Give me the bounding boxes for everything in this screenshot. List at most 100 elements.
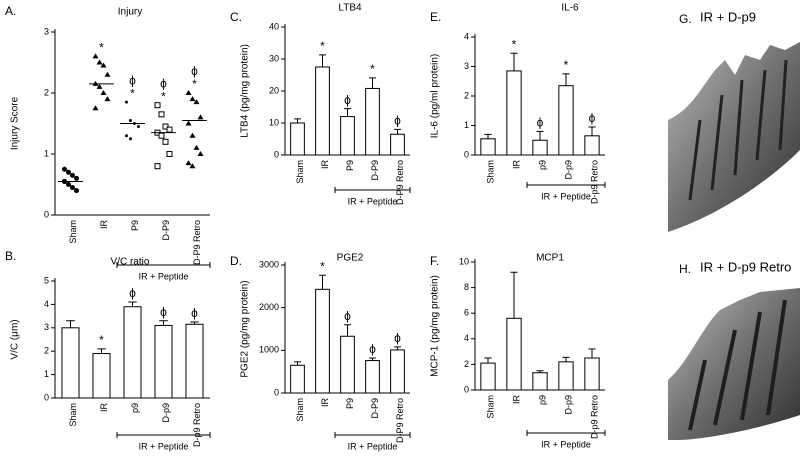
- point: [154, 163, 161, 170]
- bar: [390, 349, 405, 394]
- y-tick-label: 3: [44, 26, 49, 36]
- significance-mark: ϕ: [160, 76, 167, 90]
- x-tick-label: P9: [345, 398, 355, 409]
- x-tick-label: D-p9 Retro: [589, 395, 599, 439]
- significance-mark: ϕ: [129, 73, 136, 87]
- error-bar: [128, 301, 137, 307]
- x-tick-label: P9: [130, 220, 140, 231]
- y-tick-label: 1: [44, 148, 49, 158]
- x-tick-label: D-P9: [370, 160, 380, 181]
- panel-label: F.: [430, 254, 439, 268]
- bracket: [334, 187, 411, 193]
- point: [96, 83, 103, 89]
- y-axis-label: IL-6 (pg/ml protein): [430, 54, 441, 138]
- x-tick-label: IR: [99, 402, 109, 412]
- bracket-label: IR + Peptide: [541, 191, 591, 201]
- error-bar: [588, 348, 596, 358]
- x-tick-label: Sham: [68, 220, 78, 244]
- point: [189, 132, 196, 138]
- bar: [290, 364, 305, 394]
- point: [70, 172, 75, 178]
- significance-mark: *: [130, 86, 135, 100]
- bar: [365, 87, 380, 156]
- significance-mark: ϕ: [129, 286, 136, 300]
- error-bar: [319, 274, 326, 290]
- point: [100, 62, 107, 68]
- x-tick-label: IR: [511, 159, 521, 169]
- error-bar: [484, 133, 492, 139]
- point: [74, 175, 79, 181]
- point: [158, 132, 165, 139]
- bar: [290, 122, 305, 156]
- x-tick-label: Sham: [68, 403, 78, 427]
- bracket: [116, 262, 211, 268]
- point: [166, 126, 173, 133]
- chart-title: Injury: [118, 7, 142, 18]
- y-tick-label: 0: [44, 209, 49, 219]
- tissue: [668, 288, 800, 440]
- bracket-label: IR + Peptide: [139, 271, 189, 281]
- bar: [340, 335, 355, 394]
- x-tick-label: D-p9: [563, 160, 573, 180]
- x-tick-label: IR: [511, 394, 521, 404]
- error-bar: [319, 54, 326, 67]
- y-tick-label: 6: [464, 308, 469, 318]
- error-bar: [344, 108, 351, 117]
- bar: [506, 70, 522, 156]
- significance-mark: ϕ: [191, 64, 198, 78]
- bracket: [334, 432, 411, 438]
- error-bar: [588, 126, 596, 136]
- bar: [123, 306, 142, 399]
- error-bar: [510, 52, 518, 71]
- y-axis-label: Injury Score: [10, 96, 21, 150]
- point: [129, 118, 132, 122]
- x-tick-label: P9: [345, 160, 355, 171]
- point: [92, 105, 99, 111]
- villi: [688, 299, 787, 431]
- significance-mark: *: [564, 58, 569, 72]
- point: [125, 100, 128, 104]
- point: [129, 137, 132, 141]
- x-tick-label: D-p9: [161, 403, 171, 423]
- significance-mark: ϕ: [191, 306, 198, 320]
- x-tick-label: D-P9 Retro: [192, 220, 202, 265]
- bracket: [526, 182, 606, 188]
- point: [74, 188, 79, 194]
- point: [158, 111, 165, 118]
- bar: [584, 357, 600, 391]
- panel-label: A.: [5, 4, 16, 18]
- bracket-label: IR + Peptide: [541, 439, 591, 449]
- y-tick-label: 40: [269, 21, 279, 31]
- error-bar: [510, 271, 518, 319]
- panel-label: G.: [679, 12, 692, 26]
- significance-mark: ϕ: [394, 114, 401, 128]
- error-bar: [394, 128, 401, 135]
- y-tick-label: 4: [464, 31, 469, 41]
- significance-mark: ϕ: [160, 305, 167, 319]
- point: [125, 134, 128, 138]
- x-tick-label: D-p9 Retro: [192, 403, 202, 447]
- x-tick-label: D-p9: [563, 395, 573, 415]
- y-tick-label: 2000: [259, 302, 279, 312]
- point: [96, 59, 103, 65]
- y-tick-label: 2: [44, 346, 49, 356]
- histology-h: [668, 288, 800, 440]
- villi: [688, 59, 788, 201]
- bracket-label: IR + Peptide: [348, 196, 398, 206]
- significance-mark: ϕ: [344, 309, 351, 323]
- point: [66, 169, 71, 175]
- point: [162, 138, 169, 145]
- error-bar: [394, 346, 401, 350]
- y-tick-label: 1: [44, 369, 49, 379]
- y-tick-label: 3: [464, 61, 469, 71]
- bar: [480, 138, 496, 156]
- significance-mark: *: [99, 41, 104, 55]
- error-bar: [66, 320, 75, 328]
- bracket: [116, 432, 211, 438]
- bar: [532, 139, 548, 156]
- panel-label: B.: [5, 249, 16, 263]
- error-bar: [190, 321, 199, 325]
- y-axis-label: MCP-1 (pg/mg protein): [430, 275, 441, 377]
- bar: [558, 85, 574, 156]
- x-tick-label: Sham: [485, 395, 495, 419]
